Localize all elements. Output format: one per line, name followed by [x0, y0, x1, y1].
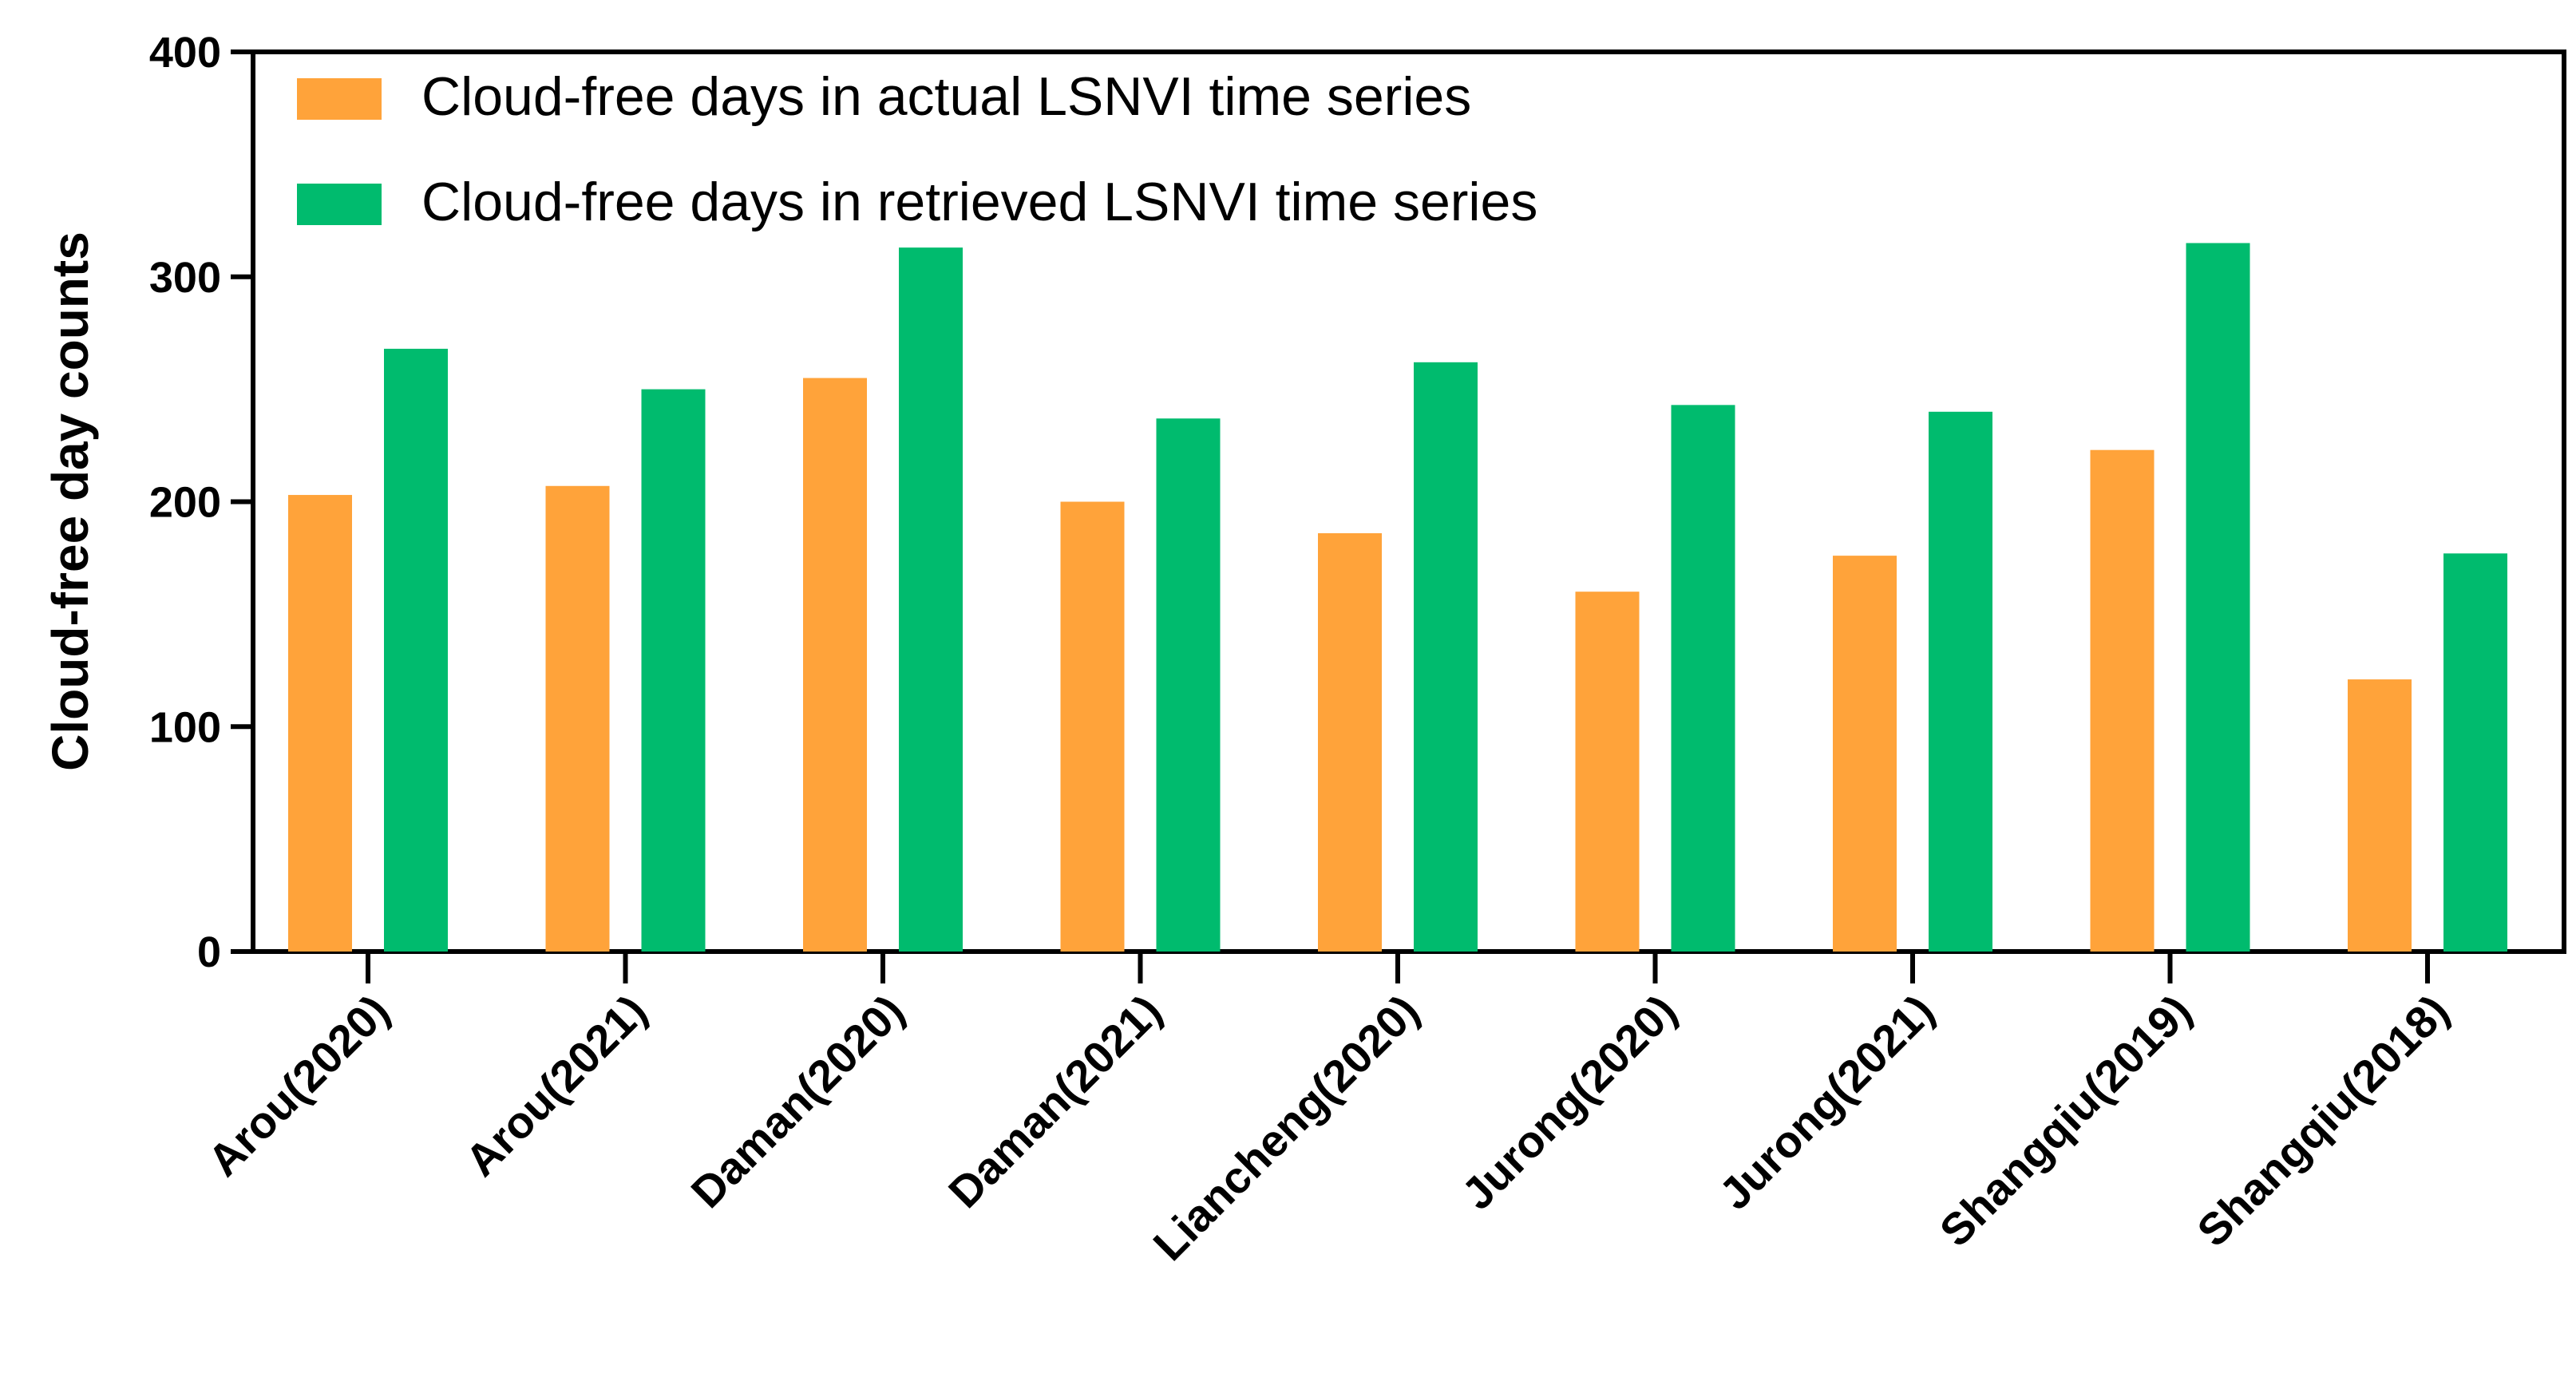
x-tick-label: Arou(2021) [456, 985, 656, 1185]
bar-series-1 [288, 495, 352, 952]
bar-series-1 [1575, 592, 1640, 952]
bar-series-2 [2186, 243, 2250, 952]
bar-series-1 [1060, 501, 1125, 952]
legend-label: Cloud-free days in actual LSNVI time ser… [421, 66, 1471, 127]
y-tick-label: 400 [149, 29, 221, 77]
bar-series-2 [641, 389, 706, 952]
x-tick-label: Daman(2020) [681, 985, 913, 1217]
bar-series-2 [384, 348, 448, 952]
bar-series-1 [1318, 532, 1382, 952]
x-tick-label: Jurong(2021) [1709, 985, 1943, 1219]
x-axis: Arou(2020) Arou(2021) Daman(2020) Daman(202… [198, 952, 2458, 1270]
legend-swatch [297, 184, 382, 225]
x-tick-label: Shangqiu(2018) [2187, 985, 2458, 1256]
legend: Cloud-free days in actual LSNVI time ser… [297, 66, 1537, 232]
x-tick-label: Liancheng(2020) [1143, 985, 1428, 1270]
y-tick-label: 100 [149, 703, 221, 751]
x-tick-label: Shangqiu(2019) [1930, 985, 2201, 1256]
y-tick-label: 300 [149, 254, 221, 302]
bar-series-2 [1414, 362, 1478, 952]
bar-series-1 [803, 378, 867, 952]
legend-swatch [297, 78, 382, 120]
y-axis-label: Cloud-free day counts [42, 231, 99, 771]
bars [288, 243, 2507, 952]
y-tick-label: 0 [197, 928, 221, 976]
bar-series-2 [2443, 553, 2507, 952]
y-axis: 0 100 200 300 400 [149, 29, 253, 976]
bar-series-1 [1833, 556, 1897, 952]
bar-series-1 [2348, 679, 2412, 952]
bar-series-2 [1929, 411, 1992, 952]
y-tick-label: 200 [149, 479, 221, 527]
bar-series-2 [1671, 405, 1735, 952]
bar-series-1 [2090, 449, 2155, 952]
x-tick-label: Arou(2020) [198, 985, 398, 1185]
bar-series-1 [545, 485, 610, 952]
bar-series-2 [899, 247, 963, 952]
bar-series-2 [1156, 418, 1221, 952]
legend-label: Cloud-free days in retrieved LSNVI time … [421, 172, 1537, 232]
x-tick-label: Daman(2021) [939, 985, 1171, 1217]
x-tick-label: Jurong(2020) [1452, 985, 1686, 1219]
